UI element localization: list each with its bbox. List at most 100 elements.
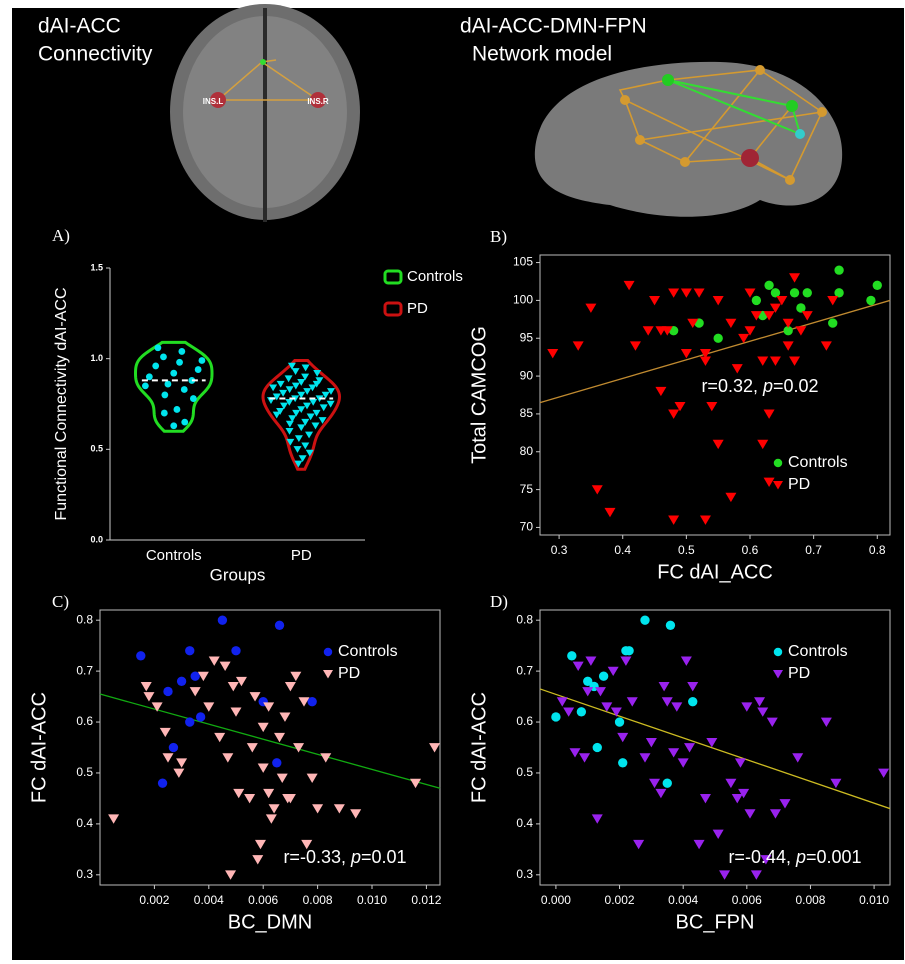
point	[176, 676, 187, 686]
point	[706, 738, 718, 748]
point	[140, 681, 152, 692]
point	[326, 388, 335, 395]
node-ins-l	[210, 92, 226, 108]
point	[312, 409, 321, 417]
point	[680, 656, 692, 666]
network-node	[755, 65, 765, 75]
point	[268, 804, 280, 814]
x-tick-label: 0.010	[859, 893, 889, 907]
y-tick-label: 0.0	[90, 534, 103, 544]
x-axis-title: Groups	[210, 565, 266, 584]
annotation: r=-0.33, p=0.01	[283, 847, 406, 867]
point	[287, 362, 296, 370]
point	[321, 391, 330, 399]
point	[272, 411, 281, 419]
point	[661, 697, 673, 707]
network-node	[635, 135, 645, 145]
point	[152, 362, 160, 370]
point	[315, 377, 324, 385]
point	[284, 375, 293, 383]
point	[795, 326, 807, 336]
point	[712, 439, 724, 450]
point	[293, 743, 305, 753]
point	[789, 288, 800, 298]
network-node	[785, 175, 795, 185]
point	[802, 288, 812, 298]
network-node	[662, 74, 674, 86]
node-acc	[260, 59, 266, 65]
point	[272, 758, 282, 768]
point	[188, 377, 196, 384]
point	[288, 415, 297, 423]
point	[792, 753, 804, 763]
point	[301, 839, 313, 850]
point	[610, 707, 622, 717]
point	[276, 380, 285, 388]
annotation: r=0.32, p=0.02	[701, 376, 818, 396]
annotation-part: p	[795, 847, 806, 867]
y-tick-label: 0.5	[76, 765, 93, 779]
point	[323, 670, 333, 679]
point	[208, 656, 220, 666]
point	[706, 401, 718, 412]
point	[569, 748, 581, 758]
point	[776, 296, 788, 306]
point	[170, 369, 178, 377]
point	[252, 855, 264, 865]
y-tick-label: 0.4	[76, 816, 93, 830]
point	[333, 804, 345, 814]
x-axis-title: FC dAI_ACC	[657, 561, 773, 583]
x-tick-label: 0.5	[678, 543, 695, 557]
point	[699, 356, 711, 366]
point	[303, 388, 312, 395]
y-tick-label: 0.6	[516, 714, 533, 728]
point	[285, 428, 294, 435]
point	[301, 364, 310, 372]
point	[680, 288, 692, 298]
plot-frame	[99, 609, 441, 886]
point	[197, 671, 209, 682]
point	[789, 273, 801, 283]
point	[306, 773, 318, 784]
point	[789, 356, 801, 366]
axial-brain-image: INS.L INS.R	[170, 4, 360, 222]
point	[563, 707, 575, 717]
point	[766, 717, 778, 727]
point	[181, 418, 189, 426]
x-tick-label: 0.004	[194, 893, 224, 907]
x-tick-label: 0.004	[668, 893, 698, 907]
x-tick-label: 0.012	[411, 893, 441, 907]
y-tick-label: 80	[520, 444, 534, 458]
y-tick-label: 90	[520, 368, 534, 382]
x-tick-label: 0.006	[732, 893, 762, 907]
point	[173, 406, 181, 413]
point	[713, 333, 723, 343]
point	[230, 707, 242, 717]
point	[655, 788, 667, 799]
annotation-part: p	[350, 847, 361, 867]
x-tick-label: 0.008	[795, 893, 825, 907]
point	[217, 615, 228, 625]
point	[763, 311, 775, 321]
point	[770, 288, 781, 298]
x-tick-label: 0.002	[605, 893, 635, 907]
point	[738, 788, 750, 799]
point	[309, 398, 318, 406]
point	[163, 686, 173, 697]
point	[601, 702, 613, 712]
point	[725, 318, 737, 329]
point	[143, 692, 155, 702]
violin-outline	[261, 358, 342, 471]
point	[626, 697, 638, 707]
y-tick-label: 75	[520, 482, 534, 496]
point	[326, 400, 335, 408]
point	[744, 809, 756, 819]
point	[254, 839, 266, 850]
y-tick-label: 95	[520, 330, 534, 344]
point	[276, 408, 285, 415]
point	[257, 763, 269, 773]
point	[677, 758, 689, 768]
point	[639, 753, 651, 763]
y-tick-label: 0.7	[516, 663, 533, 677]
point	[178, 348, 186, 355]
